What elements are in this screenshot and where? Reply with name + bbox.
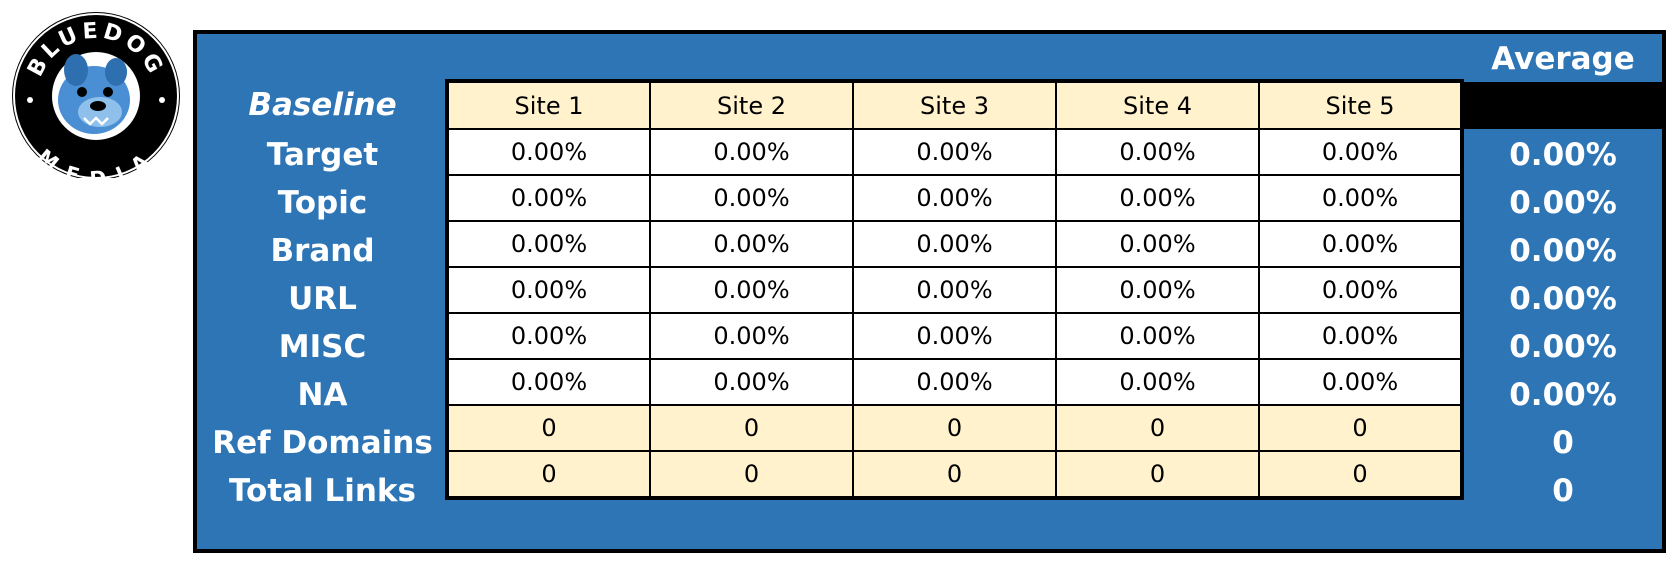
table-cell[interactable]: 0: [1055, 450, 1260, 499]
row-label-url: URL: [288, 281, 357, 317]
table-cell[interactable]: 0.00%: [1055, 312, 1260, 360]
average-misc: 0.00%: [1509, 329, 1617, 365]
table-row-target: 0.00% 0.00% 0.00% 0.00% 0.00%: [446, 128, 1463, 176]
table-cell[interactable]: 0.00%: [1055, 266, 1260, 314]
site-metrics-table: Site 1 Site 2 Site 3 Site 4 Site 5 0.00%…: [445, 79, 1464, 500]
table-cell[interactable]: 0.00%: [649, 312, 854, 360]
table-cell[interactable]: 0: [852, 450, 1057, 499]
row-label-target: Target: [266, 137, 379, 173]
table-cell[interactable]: 0.00%: [1258, 312, 1463, 360]
table-row-url: 0.00% 0.00% 0.00% 0.00% 0.00%: [446, 266, 1463, 314]
table-cell[interactable]: 0.00%: [1258, 358, 1463, 406]
table-cell[interactable]: 0.00%: [446, 174, 651, 222]
table-cell[interactable]: 0.00%: [852, 128, 1057, 176]
table-cell[interactable]: 0: [649, 450, 854, 499]
table-cell[interactable]: 0.00%: [1258, 220, 1463, 268]
table-cell[interactable]: 0.00%: [446, 220, 651, 268]
table-cell[interactable]: 0.00%: [649, 358, 854, 406]
column-header-site-4: Site 4: [1055, 80, 1260, 130]
row-label-misc: MISC: [278, 329, 367, 365]
table-cell[interactable]: 0.00%: [446, 266, 651, 314]
table-cell[interactable]: 0.00%: [1258, 128, 1463, 176]
row-label-na: NA: [297, 377, 348, 413]
table-cell[interactable]: 0.00%: [1055, 128, 1260, 176]
table-cell[interactable]: 0: [1258, 450, 1463, 499]
table-cell[interactable]: 0.00%: [1055, 358, 1260, 406]
table-cell[interactable]: 0: [852, 404, 1057, 452]
table-cell[interactable]: 0.00%: [1055, 174, 1260, 222]
average-ref-domains: 0: [1552, 425, 1574, 461]
column-header-site-1: Site 1: [446, 80, 651, 130]
table-cell[interactable]: 0.00%: [649, 174, 854, 222]
table-cell[interactable]: 0.00%: [852, 174, 1057, 222]
table-cell[interactable]: 0.00%: [649, 128, 854, 176]
table-row-topic: 0.00% 0.00% 0.00% 0.00% 0.00%: [446, 174, 1463, 222]
row-label-total-links: Total Links: [229, 473, 416, 509]
average-header: Average: [1491, 41, 1635, 77]
baseline-label: Baseline: [248, 87, 397, 123]
table-cell[interactable]: 0: [1258, 404, 1463, 452]
table-row-ref-domains: 0 0 0 0 0: [446, 404, 1463, 452]
table-cell[interactable]: 0.00%: [1258, 174, 1463, 222]
table-row-total-links: 0 0 0 0 0: [446, 450, 1463, 499]
bluedog-media-logo: BLUEDOG MEDIA: [8, 8, 184, 191]
table-cell[interactable]: 0.00%: [446, 312, 651, 360]
average-brand: 0.00%: [1509, 233, 1617, 269]
table-cell[interactable]: 0: [649, 404, 854, 452]
average-url: 0.00%: [1509, 281, 1617, 317]
row-label-brand: Brand: [270, 233, 375, 269]
average-total-links: 0: [1552, 473, 1574, 509]
table-cell[interactable]: 0.00%: [649, 220, 854, 268]
table-row-na: 0.00% 0.00% 0.00% 0.00% 0.00%: [446, 358, 1463, 406]
table-cell[interactable]: 0.00%: [446, 358, 651, 406]
table-cell[interactable]: 0: [446, 404, 651, 452]
table-cell[interactable]: 0.00%: [852, 266, 1057, 314]
column-header-site-5: Site 5: [1258, 80, 1463, 130]
table-row-brand: 0.00% 0.00% 0.00% 0.00% 0.00%: [446, 220, 1463, 268]
average-header-bar: [1463, 82, 1665, 129]
row-label-topic: Topic: [277, 185, 368, 221]
table-cell[interactable]: 0.00%: [1055, 220, 1260, 268]
table-cell[interactable]: 0.00%: [1258, 266, 1463, 314]
table-row-misc: 0.00% 0.00% 0.00% 0.00% 0.00%: [446, 312, 1463, 360]
table-cell[interactable]: 0.00%: [446, 128, 651, 176]
table-cell[interactable]: 0.00%: [649, 266, 854, 314]
table-cell[interactable]: 0.00%: [852, 312, 1057, 360]
table-cell[interactable]: 0: [1055, 404, 1260, 452]
average-na: 0.00%: [1509, 377, 1617, 413]
table-cell[interactable]: 0.00%: [852, 358, 1057, 406]
table-header-row: Site 1 Site 2 Site 3 Site 4 Site 5: [446, 80, 1463, 130]
row-label-ref-domains: Ref Domains: [212, 425, 433, 461]
column-header-site-3: Site 3: [852, 80, 1057, 130]
average-target: 0.00%: [1509, 137, 1617, 173]
table-cell[interactable]: 0: [446, 450, 651, 499]
average-topic: 0.00%: [1509, 185, 1617, 221]
table-cell[interactable]: 0.00%: [852, 220, 1057, 268]
column-header-site-2: Site 2: [649, 80, 854, 130]
